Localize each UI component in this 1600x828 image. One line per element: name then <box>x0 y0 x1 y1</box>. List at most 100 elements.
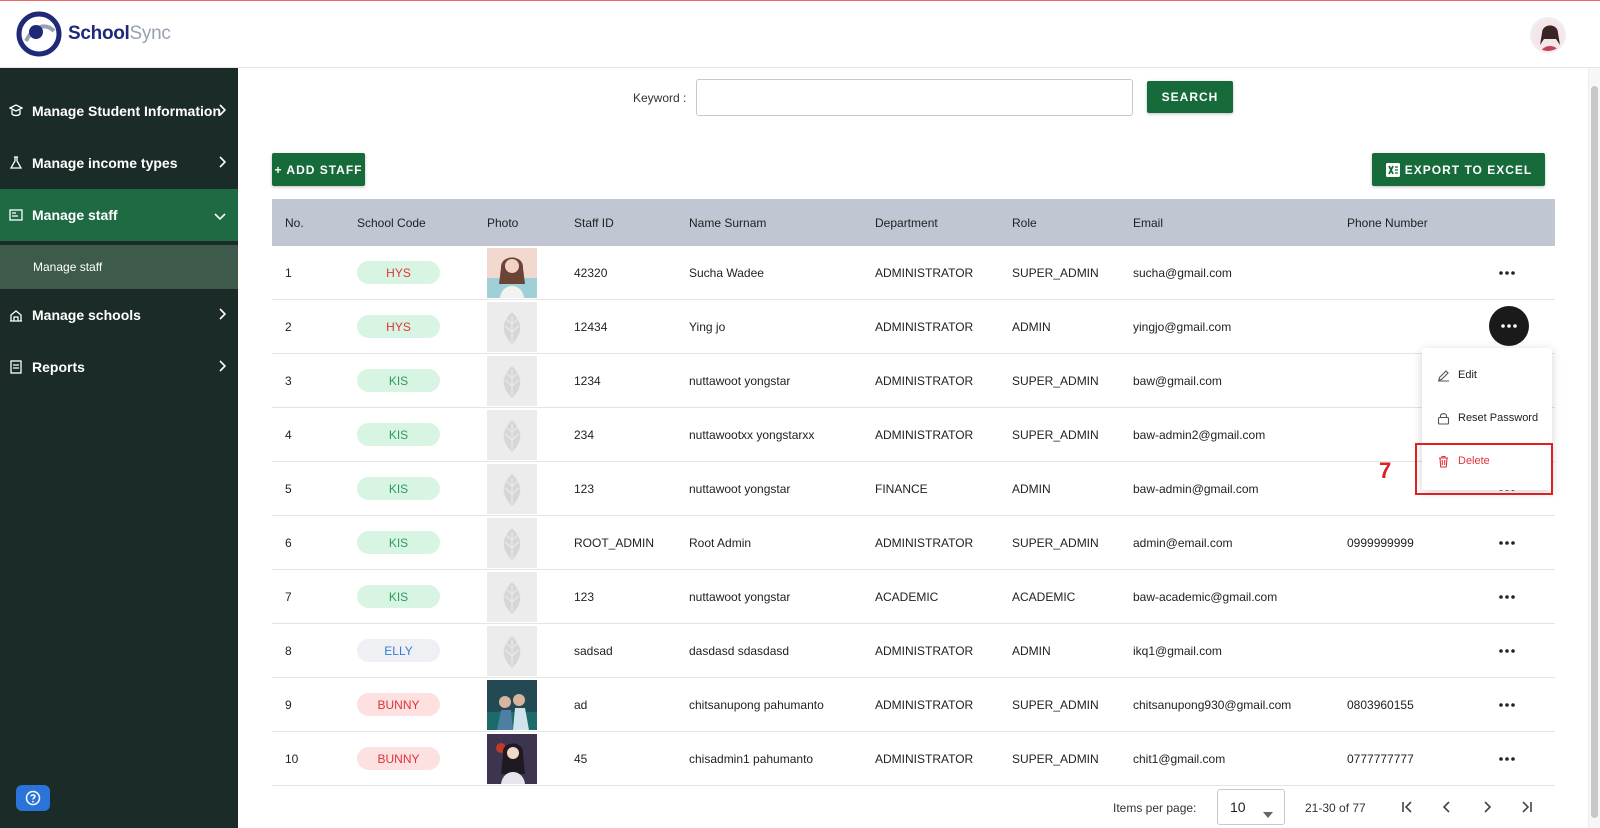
more-horizontal-icon <box>1499 271 1515 275</box>
phone-number-cell: 0803960155 <box>1347 698 1414 712</box>
chevron-left-icon <box>1442 801 1450 813</box>
more-actions-button[interactable] <box>1494 746 1520 772</box>
phone-number-cell: 0777777777 <box>1347 752 1414 766</box>
sidebar: Manage Student Information Manage income… <box>0 68 238 828</box>
chevron-right-icon <box>218 155 227 171</box>
name-surname-cell: Root Admin <box>689 536 752 550</box>
export-label: EXPORT TO EXCEL <box>1404 162 1533 177</box>
chevron-right-icon <box>218 359 227 375</box>
more-actions-button[interactable] <box>1494 530 1520 556</box>
first-page-button[interactable] <box>1398 798 1416 816</box>
last-page-button[interactable] <box>1518 798 1536 816</box>
export-to-excel-button[interactable]: EXPORT TO EXCEL <box>1372 153 1545 186</box>
user-avatar[interactable] <box>1530 17 1566 53</box>
staff-id-cell: 123 <box>574 590 595 604</box>
more-actions-button[interactable] <box>1494 638 1520 664</box>
name-surname-cell: dasdasd sdasdasd <box>689 644 790 658</box>
email-cell: chitsanupong930@gmail.com <box>1133 698 1292 712</box>
chevron-right-icon <box>218 307 227 323</box>
delete-menu-item[interactable]: Delete <box>1422 440 1552 482</box>
department-cell: ADMINISTRATOR <box>875 536 974 550</box>
sidebar-item-label: Manage staff <box>32 207 118 223</box>
delete-highlight-box <box>1415 443 1553 495</box>
table-row: 7 123 nuttawoot yongstar ACADEMIC ACADEMIC ba… <box>272 570 1555 624</box>
sidebar-item-label: Manage Student Information <box>32 103 221 119</box>
staff-photo <box>487 248 537 298</box>
pagination-range: 21-30 of 77 <box>1305 801 1366 815</box>
name-surname-cell: chisadmin1 pahumanto <box>689 752 814 766</box>
more-horizontal-icon <box>1499 541 1515 545</box>
school-code-badge: KIS <box>357 477 440 500</box>
page-scrollbar[interactable] <box>1588 68 1600 828</box>
email-cell: admin@email.com <box>1133 536 1233 550</box>
edit-menu-item[interactable]: Edit <box>1422 354 1552 396</box>
sidebar-item-income-types[interactable]: Manage income types <box>0 137 238 189</box>
reset-password-label: Reset Password <box>1458 412 1539 424</box>
department-cell: ADMINISTRATOR <box>875 752 974 766</box>
school-code-badge: KIS <box>357 585 440 608</box>
row-number-cell: 9 <box>285 698 292 712</box>
role-cell: SUPER_ADMIN <box>1012 266 1099 280</box>
add-staff-button[interactable]: + ADD STAFF <box>272 153 365 186</box>
school-code-badge: KIS <box>357 369 440 392</box>
sidebar-item-label: Reports <box>32 359 85 375</box>
sidebar-item-manage-staff[interactable]: Manage staff <box>0 189 238 241</box>
pencil-icon <box>1437 369 1450 382</box>
first-page-icon <box>1402 801 1412 813</box>
column-header: Role <box>1012 216 1037 230</box>
sidebar-subitem-manage-staff[interactable]: Manage staff <box>0 245 238 289</box>
role-cell: SUPER_ADMIN <box>1012 536 1099 550</box>
school-code-badge: HYS <box>357 315 440 338</box>
email-cell: ikq1@gmail.com <box>1133 644 1222 658</box>
more-actions-button[interactable] <box>1494 692 1520 718</box>
staff-id-cell: ad <box>574 698 588 712</box>
table-row: 9 ad chitsanupong pahumanto ADMINISTRATOR SU… <box>272 678 1555 732</box>
role-cell: ADMIN <box>1012 320 1051 334</box>
id-card-icon <box>8 207 24 223</box>
question-icon <box>25 790 41 806</box>
staff-id-cell: 123 <box>574 482 595 496</box>
department-cell: ACADEMIC <box>875 590 939 604</box>
next-page-button[interactable] <box>1478 798 1496 816</box>
row-number-cell: 6 <box>285 536 292 550</box>
school-code-badge: KIS <box>357 423 440 446</box>
items-per-page-select[interactable]: 10 <box>1217 789 1285 825</box>
staff-id-cell: ROOT_ADMIN <box>574 536 655 550</box>
reset-password-menu-item[interactable]: Reset Password <box>1422 397 1552 439</box>
column-header: School Code <box>357 216 426 230</box>
school-code-badge: BUNNY <box>357 693 440 716</box>
sidebar-item-reports[interactable]: Reports <box>0 341 238 393</box>
name-surname-cell: Ying jo <box>689 320 726 334</box>
column-header: Department <box>875 216 938 230</box>
row-number-cell: 8 <box>285 644 292 658</box>
more-actions-button[interactable] <box>1489 306 1529 346</box>
more-actions-button[interactable] <box>1494 260 1520 286</box>
department-cell: ADMINISTRATOR <box>875 374 974 388</box>
last-page-icon <box>1522 801 1532 813</box>
keyword-input[interactable] <box>696 79 1133 116</box>
sidebar-item-label: Manage schools <box>32 307 141 323</box>
column-header: No. <box>285 216 304 230</box>
sidebar-item-manage-schools[interactable]: Manage schools <box>0 289 238 341</box>
help-button[interactable] <box>16 785 50 811</box>
photo-placeholder-icon <box>487 302 537 352</box>
scrollbar-thumb[interactable] <box>1591 86 1598 818</box>
table-row: 4 234 nuttawootxx yongstarxx ADMINISTRATOR S… <box>272 408 1555 462</box>
column-header: Phone Number <box>1347 216 1428 230</box>
row-number-cell: 5 <box>285 482 292 496</box>
school-icon <box>8 307 24 323</box>
more-actions-button[interactable] <box>1494 584 1520 610</box>
staff-photo <box>487 680 537 730</box>
chevron-down-icon <box>214 207 226 223</box>
sidebar-item-student-information[interactable]: Manage Student Information <box>0 85 238 137</box>
report-icon <box>8 359 24 375</box>
column-header: Photo <box>487 216 519 230</box>
more-horizontal-icon <box>1499 649 1515 653</box>
chevron-right-icon <box>218 103 227 119</box>
photo-placeholder-icon <box>487 518 537 568</box>
more-horizontal-icon <box>1499 595 1515 599</box>
department-cell: ADMINISTRATOR <box>875 428 974 442</box>
previous-page-button[interactable] <box>1438 798 1456 816</box>
search-button[interactable]: SEARCH <box>1147 81 1233 113</box>
school-code-badge: KIS <box>357 531 440 554</box>
